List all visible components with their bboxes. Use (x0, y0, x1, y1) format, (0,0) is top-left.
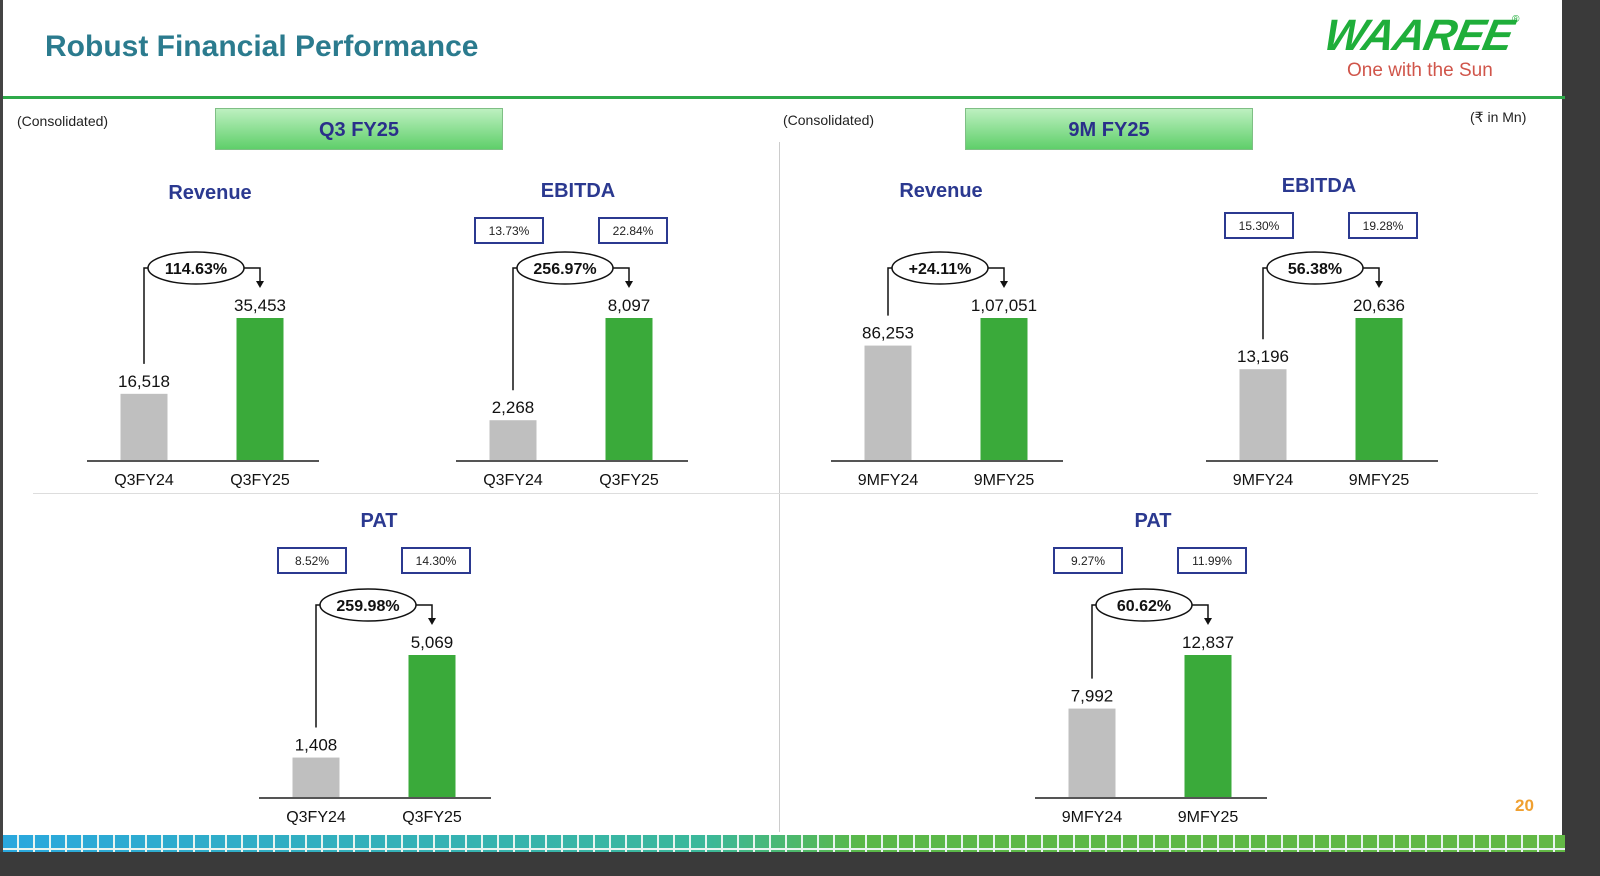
left-scope-label: (Consolidated) (17, 113, 109, 129)
value-label: 86,253 (862, 324, 914, 343)
chart-title: EBITDA (541, 180, 615, 202)
growth-ellipse (891, 251, 989, 285)
charts-canvas: Revenue 16,518 Q3FY24 35,453 Q3FY25 114.63% EB… (87, 175, 1438, 826)
horizontal-divider (33, 493, 1538, 494)
value-label: 20,636 (1353, 296, 1405, 315)
page-number: 20 (1515, 796, 1534, 815)
growth-ellipse (1266, 251, 1364, 285)
value-label: 35,453 (234, 296, 286, 315)
category-label: 9MFY24 (858, 472, 919, 489)
growth-label: 60.62% (1117, 598, 1171, 615)
vertical-divider (779, 142, 780, 832)
margin-box (277, 547, 347, 574)
bar-9mfy25 (980, 318, 1028, 460)
growth-label: 259.98% (336, 598, 399, 615)
value-label: 7,992 (1071, 687, 1114, 706)
category-label: Q3FY25 (402, 809, 462, 826)
category-label: Q3FY25 (230, 472, 290, 489)
bar-q3fy24 (120, 393, 168, 460)
margin-box (598, 217, 668, 244)
arrow-down-icon (428, 618, 436, 625)
slide: Robust Financial Performance WAAREE® One… (0, 0, 1565, 852)
arrow-down-icon (1000, 281, 1008, 288)
logo-tagline: One with the Sun (1347, 60, 1493, 81)
value-label: 12,837 (1182, 633, 1234, 652)
category-label: 9MFY25 (974, 472, 1035, 489)
margin-box (1348, 212, 1418, 239)
growth-ellipse (319, 588, 417, 622)
growth-label: 256.97% (533, 261, 596, 278)
category-label: 9MFY25 (1349, 472, 1410, 489)
margin-box (1177, 547, 1247, 574)
value-label: 2,268 (492, 398, 535, 417)
page-title: Robust Financial Performance (45, 30, 479, 63)
margin-box (401, 547, 471, 574)
category-label: 9MFY24 (1062, 809, 1123, 826)
banner-q3fy25: Q3 FY25 (215, 108, 503, 150)
chart-title: PAT (1134, 510, 1171, 532)
category-label: Q3FY25 (599, 472, 659, 489)
category-label: 9MFY24 (1233, 472, 1294, 489)
growth-ellipse (1095, 588, 1193, 622)
bar-q3fy25 (236, 318, 284, 460)
category-label: Q3FY24 (114, 472, 174, 489)
growth-ellipse (147, 251, 245, 285)
margin-label: 8.52% (295, 554, 329, 568)
bar-q3fy25 (408, 655, 456, 797)
margin-label: 13.73% (489, 224, 530, 238)
growth-label: 56.38% (1288, 261, 1342, 278)
margin-box (1053, 547, 1123, 574)
margin-label: 14.30% (416, 554, 457, 568)
banner-9mfy25: 9M FY25 (965, 108, 1253, 150)
growth-label: +24.11% (909, 261, 972, 278)
growth-label: 114.63% (165, 261, 227, 278)
margin-label: 9.27% (1071, 554, 1105, 568)
bar-q3fy24 (489, 420, 537, 460)
margin-box (1224, 212, 1294, 239)
waaree-logo: WAAREE® One with the Sun (1320, 11, 1535, 82)
bar-9mfy24 (1068, 708, 1116, 797)
chart-title: PAT (360, 510, 397, 532)
value-label: 8,097 (608, 296, 651, 315)
margin-box (474, 217, 544, 244)
arrow-down-icon (1204, 618, 1212, 625)
value-label: 5,069 (411, 633, 454, 652)
arrow-down-icon (256, 281, 264, 288)
category-label: 9MFY25 (1178, 809, 1239, 826)
margin-label: 22.84% (613, 224, 654, 238)
category-label: Q3FY24 (286, 809, 346, 826)
value-label: 16,518 (118, 372, 170, 391)
category-label: Q3FY24 (483, 472, 543, 489)
registered-mark: ® (1512, 14, 1520, 25)
value-label: 1,07,051 (971, 296, 1037, 315)
bar-9mfy24 (864, 345, 912, 460)
margin-label: 11.99% (1192, 554, 1232, 568)
bar-9mfy24 (1239, 369, 1287, 460)
right-scope-label: (Consolidated) (783, 112, 875, 128)
bar-9mfy25 (1184, 655, 1232, 797)
footer-strip-line (3, 848, 1565, 850)
value-label: 1,408 (295, 736, 338, 755)
bar-q3fy25 (605, 318, 653, 460)
arrow-down-icon (625, 281, 633, 288)
footer-strip-grid (3, 835, 1565, 852)
growth-ellipse (516, 251, 614, 285)
chart-title: EBITDA (1282, 175, 1356, 197)
bar-9mfy25 (1355, 318, 1403, 460)
chart-title: Revenue (168, 182, 251, 204)
margin-label: 19.28% (1363, 219, 1404, 233)
margin-label: 15.30% (1239, 219, 1280, 233)
bar-q3fy24 (292, 757, 340, 797)
chart-title: Revenue (899, 180, 982, 202)
value-label: 13,196 (1237, 347, 1289, 366)
header-divider (3, 96, 1565, 99)
arrow-down-icon (1375, 281, 1383, 288)
unit-label: (₹ in Mn) (1470, 109, 1527, 125)
